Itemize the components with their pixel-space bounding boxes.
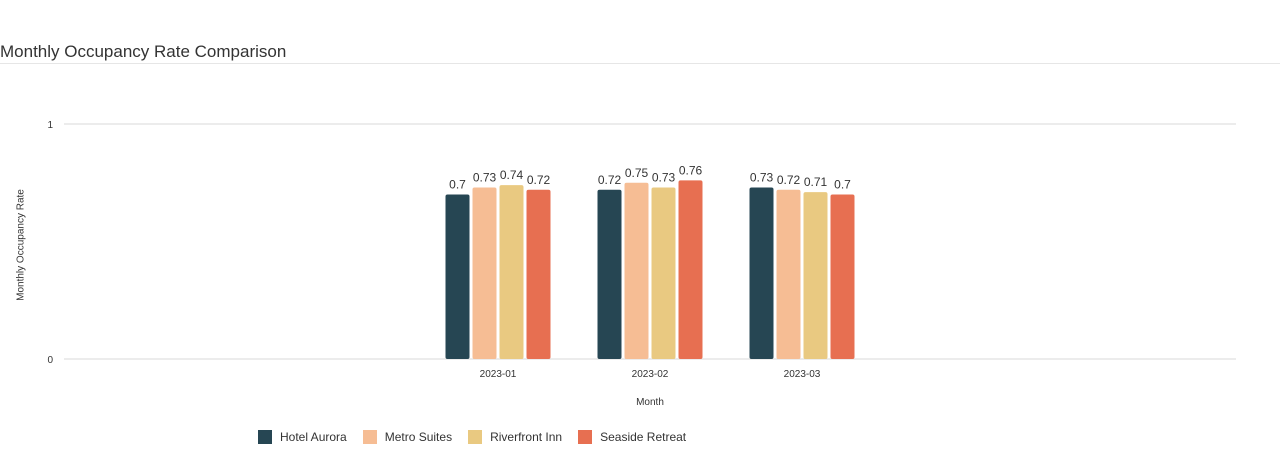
x-tick-label: 2023-02 — [632, 369, 669, 380]
data-label: 0.74 — [500, 168, 524, 182]
bar — [830, 194, 855, 359]
x-tick-label: 2023-03 — [784, 369, 821, 380]
legend-label: Seaside Retreat — [600, 430, 687, 444]
x-axis-label: Month — [636, 397, 664, 408]
bar — [526, 189, 551, 359]
legend-label: Metro Suites — [384, 430, 453, 444]
bar — [651, 187, 676, 359]
legend-swatch — [468, 430, 483, 444]
data-label: 0.72 — [598, 173, 622, 187]
data-label: 0.75 — [625, 166, 649, 180]
data-label: 0.7 — [834, 178, 851, 192]
y-axis-label: Monthly Occupancy Rate — [15, 189, 27, 301]
legend-item-hotel-aurora[interactable]: Hotel Aurora — [258, 430, 347, 444]
bar — [597, 189, 622, 359]
data-label: 0.72 — [527, 173, 551, 187]
data-label: 0.71 — [804, 175, 828, 189]
legend: Hotel Aurora Metro Suites Riverfront Inn… — [258, 430, 686, 444]
data-label: 0.73 — [750, 170, 774, 184]
data-label: 0.73 — [473, 170, 497, 184]
data-label: 0.72 — [777, 173, 801, 187]
legend-swatch — [578, 430, 593, 444]
bar — [678, 180, 703, 359]
data-label: 0.73 — [652, 170, 676, 184]
legend-label: Riverfront Inn — [490, 430, 563, 444]
bar — [499, 185, 524, 359]
legend-label: Hotel Aurora — [280, 430, 347, 444]
legend-swatch — [362, 430, 377, 444]
bar — [803, 192, 828, 359]
bar — [776, 189, 801, 359]
y-tick-label: 1 — [47, 120, 53, 131]
y-tick-label: 0 — [47, 355, 53, 366]
bar — [472, 187, 497, 359]
legend-item-metro-suites[interactable]: Metro Suites — [362, 430, 453, 444]
legend-item-riverfront-inn[interactable]: Riverfront Inn — [468, 430, 562, 444]
data-label: 0.7 — [449, 178, 466, 192]
bar — [624, 182, 649, 359]
x-tick-label: 2023-01 — [480, 369, 517, 380]
legend-item-seaside-retreat[interactable]: Seaside Retreat — [578, 430, 686, 444]
bar — [749, 187, 774, 359]
chart-title: Monthly Occupancy Rate Comparison — [0, 42, 287, 61]
title-divider — [0, 63, 1280, 64]
legend-swatch — [258, 430, 272, 444]
data-label: 0.76 — [679, 163, 703, 177]
bar — [445, 194, 470, 359]
